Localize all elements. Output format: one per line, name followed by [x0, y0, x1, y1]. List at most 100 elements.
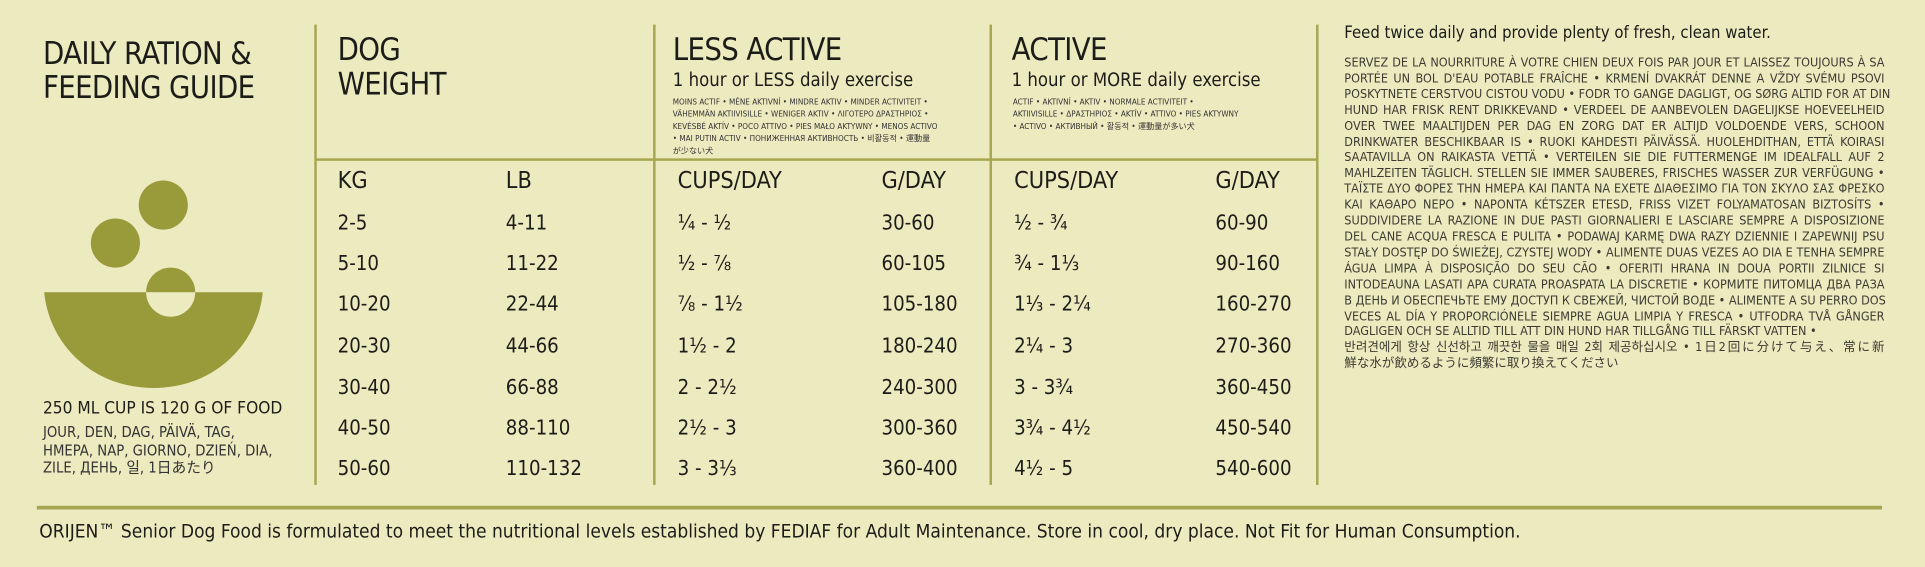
bowl-icon — [44, 180, 263, 388]
table-cell: 360-400 — [881, 456, 958, 481]
instructions-heading: Feed twice daily and provide plenty of f… — [1344, 23, 1771, 43]
guide-title: DAILY RATION & FEEDING GUIDE — [42, 35, 255, 106]
level-translations: ACTIF • AKTIVNÍ • AKTIV • NORMALE ACTIVI… — [1013, 96, 1239, 133]
cup-note: 250 ML CUP IS 120 G OF FOOD — [42, 398, 283, 419]
table-cell: 1⅓ - 2¼ — [1014, 292, 1091, 316]
title-line: WEIGHT — [337, 66, 447, 102]
instructions-line: MAHLZEITEN TÄGLICH. STELLEN SIE IMMER SA… — [1344, 167, 1885, 181]
table-cell: 105-180 — [881, 292, 958, 316]
table-cell: 10-20 — [337, 292, 391, 316]
instructions-line: PORTÉE UN BOL D'EAU POTABLE FRAÎCHE • KR… — [1344, 72, 1885, 86]
table-cell: 2¼ - 3 — [1014, 333, 1074, 358]
instructions-line: INTODEAUNA LASATI APA CURATA PROASPATA L… — [1344, 278, 1885, 292]
instructions-line: ΤΑΪΣΤΕ ΔΥΟ ΦΟΡΕΣ ΤΗΝ ΗΜΕΡΑ ΚΑΙ ΠΑΝΤΑ ΝΑ … — [1344, 183, 1885, 197]
table-cell: ¾ - 1⅓ — [1014, 251, 1080, 276]
weight-title: DOG WEIGHT — [337, 31, 447, 102]
table-cell: 160-270 — [1215, 292, 1292, 316]
table-cell: 3 - 3⅓ — [677, 456, 737, 481]
instructions-line: SAATAVILLA ON RAIKASTA VETTÄ • VERTEILEN… — [1344, 151, 1885, 166]
instructions-line: DAGLIGEN OCH SE ALLTID TILL ATT DIN HUND… — [1344, 325, 1817, 340]
table-cell: 40-50 — [337, 416, 391, 440]
per-day-line: ZILE, ДЕНЬ, 일, 1日あたり — [42, 459, 216, 477]
table-cell: 66-88 — [505, 375, 559, 399]
divider — [315, 158, 1318, 161]
instructions-line: SERVEZ DE LA NOURRITURE À VOTRE CHIEN DE… — [1344, 56, 1885, 70]
divider — [314, 24, 317, 485]
level-subtitle: 1 hour or LESS daily exercise — [672, 68, 914, 91]
divider — [653, 24, 656, 485]
instructions-line: ÁGUA LIMPA À DISPOSIÇÃO DO SEU CÃO • OFE… — [1344, 262, 1885, 276]
translation-line: • MAI PUTIN ACTIV • ПОНИЖЕННАЯ АКТИВНОСТ… — [672, 133, 931, 144]
level-translations: MOINS ACTIF • MÉNE AKTIVNÍ • MINDRE AKTI… — [673, 96, 938, 157]
table-cell: 3 - 3¾ — [1014, 375, 1074, 399]
table-cell: 4½ - 5 — [1014, 456, 1074, 481]
instructions-line: HUND HAR FRISK RENT DRIKKEVAND • VERDEEL… — [1344, 104, 1885, 118]
instructions-text: SERVEZ DE LA NOURRITURE À VOTRE CHIEN DE… — [1344, 56, 1891, 373]
column-header: KG — [337, 166, 368, 194]
table-cell: 88-110 — [505, 416, 571, 440]
instructions-line: DEL CANE ACQUA FRESCA E PULITA • PODAWAJ… — [1344, 230, 1885, 245]
table-cell: 60-105 — [881, 251, 947, 276]
level-title: LESS ACTIVE — [672, 31, 842, 68]
table-cell: 270-360 — [1215, 333, 1292, 358]
instructions-line: OVER TWEE MAALTIJDEN PER DAG EN ZORG DAT… — [1344, 119, 1885, 134]
table-cell: 60-90 — [1215, 211, 1269, 235]
table-cell: 30-40 — [337, 375, 391, 399]
title-line: FEEDING GUIDE — [42, 69, 255, 106]
translation-line: が少ない犬 — [672, 146, 714, 156]
translation-line: VÄHEMMÄN AKTIIVISILLE • WENIGER AKTIV • … — [672, 109, 929, 120]
instructions-line: POSKYTNETE CERSTVOU CISTOU VODU • FODR T… — [1344, 88, 1891, 102]
instructions-line: В ДЕНЬ И ОБЕСПЕЧЬТЕ ЕМУ ДОСТУП К СВЕЖЕЙ,… — [1344, 294, 1886, 308]
table-cell: ½ - ¾ — [1014, 211, 1068, 235]
instructions-line: STAŁY DOSTĘP DO ŚWIEŻEJ, CZYSTEJ WODY • … — [1344, 246, 1885, 261]
table-cell: 180-240 — [881, 333, 958, 358]
translation-line: • ACTIVO • АКТИВНЫЙ • 활동적 • 運動量が多い犬 — [1012, 121, 1195, 132]
instructions-line: VECES AL DÍA Y PROPORCIÓNELE SIEMPRE AGU… — [1344, 309, 1885, 324]
table-cell: 450-540 — [1215, 416, 1292, 440]
title-line: DAILY RATION & — [42, 35, 252, 72]
divider — [989, 24, 992, 485]
column-header: G/DAY — [1215, 166, 1280, 194]
instructions-line: 鮮な水が飲めるように頻繁に取り換えてください — [1344, 357, 1619, 372]
translation-line: ACTIF • AKTIVNÍ • AKTIV • NORMALE ACTIVI… — [1012, 96, 1194, 107]
table-cell: 4-11 — [505, 211, 548, 235]
table-cell: 2-5 — [337, 211, 368, 235]
table-cell: 110-132 — [505, 456, 582, 481]
table-cell: 5-10 — [337, 251, 379, 276]
table-cell: ⅞ - 1½ — [677, 292, 743, 316]
instructions-line: SUDDIVIDERE LA RAZIONE IN DUE PASTI GIOR… — [1344, 214, 1885, 229]
footer: ORIJEN™ Senior Dog Food is formulated to… — [39, 520, 1521, 543]
table-cell: 20-30 — [337, 333, 391, 358]
per-day-line: JOUR, DEN, DAG, PÄIVÄ, TAG, — [42, 423, 235, 441]
table-cell: 44-66 — [505, 333, 559, 358]
table-cell: 30-60 — [881, 211, 935, 235]
table-cell: 1½ - 2 — [677, 333, 737, 358]
table-cell: 3¾ - 4½ — [1014, 416, 1091, 440]
table-cell: 2½ - 3 — [677, 416, 737, 440]
table-cell: 50-60 — [337, 456, 391, 481]
translation-line: MOINS ACTIF • MÉNE AKTIVNÍ • MINDRE AKTI… — [672, 96, 928, 107]
per-day-line: HMEPA, NAP, GIORNO, DZIEŃ, DIA, — [42, 441, 273, 459]
column-header: CUPS/DAY — [677, 166, 782, 194]
table-cell: 540-600 — [1215, 456, 1292, 481]
table-cell: ¼ - ½ — [677, 211, 732, 235]
table-cell: 240-300 — [881, 375, 958, 399]
instructions-line: ΚΑΙ ΚΑΘΑΡΟ ΝΕΡΟ • NAPONTA KÉTSZER ETESD,… — [1344, 199, 1885, 213]
table-cell: 11-22 — [505, 251, 559, 276]
level-subtitle: 1 hour or MORE daily exercise — [1011, 68, 1261, 91]
instructions-line: DRINKWATER BESCHIKBAAR IS • RUOKI KAHDES… — [1344, 135, 1885, 150]
divider — [36, 505, 1883, 510]
translation-line: AKTIIVISILLE • ΔΡΑΣΤΗΡΙΟΣ • AKTÍV • ATTI… — [1012, 109, 1239, 120]
instructions-line: 반려견에게 항상 신선하고 깨끗한 물을 매일 2회 제공하십시오 • 1日2回… — [1344, 341, 1885, 356]
title-line: DOG — [337, 31, 401, 68]
per-day: JOUR, DEN, DAG, PÄIVÄ, TAG, HMEPA, NAP, … — [43, 424, 273, 477]
divider — [1316, 24, 1319, 485]
table-cell: 360-450 — [1215, 375, 1292, 399]
column-header: G/DAY — [881, 166, 946, 194]
column-header: LB — [505, 166, 532, 194]
translation-line: KEVÉSBÉ AKTÍV • POCO ATTIVO • PIES MAŁO … — [672, 121, 938, 132]
table-cell: 22-44 — [505, 292, 559, 316]
table-cell: ½ - ⅞ — [677, 251, 732, 276]
